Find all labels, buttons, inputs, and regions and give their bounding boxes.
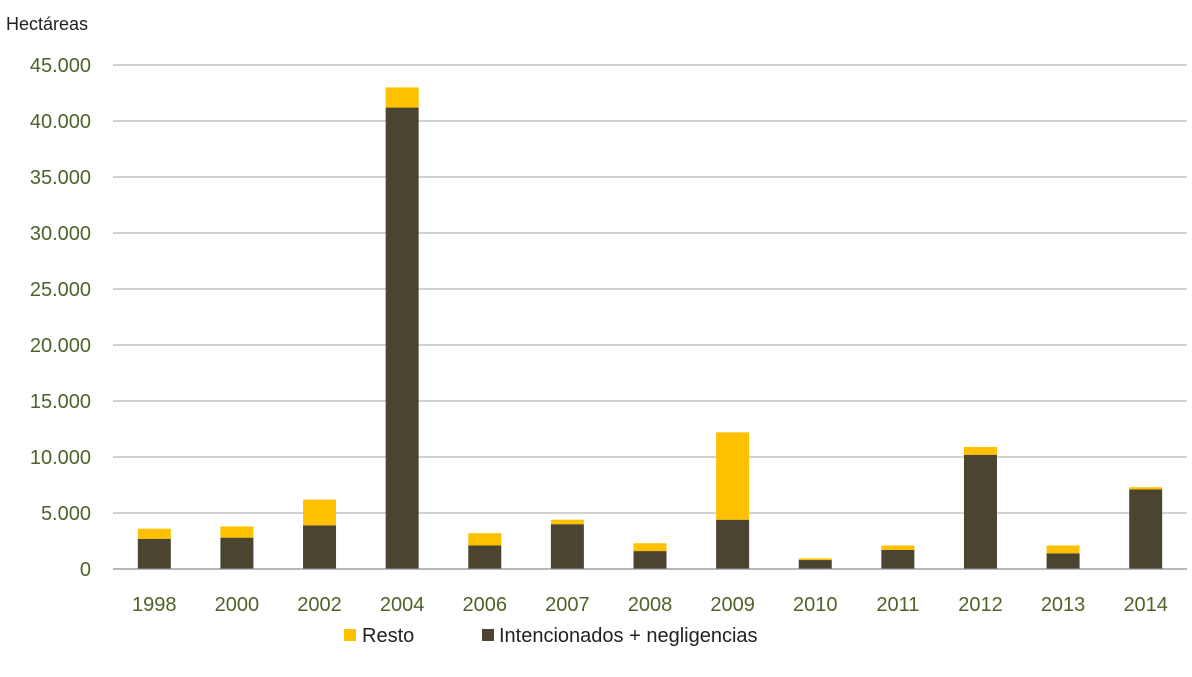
y-tick-label: 25.000	[30, 279, 91, 301]
bar-resto-1998	[137, 528, 171, 539]
y-axis-label: Hectáreas	[6, 14, 88, 34]
bar-resto-2006	[468, 533, 502, 546]
legend-label-resto: Resto	[362, 625, 414, 647]
x-tick-label: 2009	[710, 594, 755, 616]
y-tick-label: 0	[80, 559, 91, 581]
bar-resto-2002	[303, 499, 337, 526]
x-tick-label: 2004	[380, 594, 425, 616]
legend-swatch-resto	[344, 629, 356, 641]
x-tick-label: 2002	[297, 594, 342, 616]
y-tick-label: 5.000	[41, 503, 91, 525]
bar-intencionados-2010	[798, 560, 832, 569]
y-tick-label: 30.000	[30, 223, 91, 245]
bar-resto-2013	[1046, 545, 1080, 554]
x-tick-label: 2011	[876, 594, 919, 616]
x-tick-label: 2008	[628, 594, 673, 616]
bar-resto-2010	[798, 558, 832, 561]
bar-intencionados-2007	[550, 524, 584, 569]
legend-swatch-intencionados	[482, 629, 494, 641]
bars	[137, 87, 1163, 569]
y-tick-label: 20.000	[30, 335, 91, 357]
gridlines	[113, 64, 1187, 514]
bar-resto-2007	[550, 519, 584, 525]
bar-resto-2000	[220, 526, 254, 538]
x-axis-ticks: 1998 2000 2002 2004 2006 2007 2008 2009 2010 2011…	[132, 594, 1168, 616]
x-tick-label: 2006	[463, 594, 508, 616]
x-tick-label: 2007	[545, 594, 590, 616]
bar-intencionados-2000	[220, 537, 254, 569]
y-tick-label: 10.000	[30, 447, 91, 469]
y-tick-label: 40.000	[30, 111, 91, 133]
x-tick-label: 1998	[132, 594, 177, 616]
x-tick-label: 2010	[793, 594, 838, 616]
bar-intencionados-2006	[468, 545, 502, 569]
x-tick-label: 2013	[1041, 594, 1086, 616]
bar-resto-2004	[385, 87, 419, 108]
bar-resto-2008	[633, 543, 667, 552]
bar-intencionados-2004	[385, 107, 419, 569]
bar-resto-2011	[881, 545, 915, 550]
bar-intencionados-2011	[881, 549, 915, 569]
x-tick-label: 2014	[1123, 594, 1168, 616]
bar-intencionados-2008	[633, 551, 667, 569]
legend-label-intencionados: Intencionados + negligencias	[499, 625, 758, 647]
bar-intencionados-2013	[1046, 553, 1080, 569]
x-tick-label: 2000	[215, 594, 260, 616]
x-tick-label: 2012	[958, 594, 1003, 616]
y-tick-label: 35.000	[30, 167, 91, 189]
y-tick-label: 15.000	[30, 391, 91, 413]
bar-intencionados-2014	[1129, 489, 1163, 569]
bar-intencionados-2012	[963, 454, 997, 569]
bar-resto-2009	[716, 432, 750, 520]
bar-resto-2014	[1129, 487, 1163, 490]
y-axis-ticks: 0 5.000 10.000 15.000 20.000 25.000 30.000 35.0…	[30, 55, 91, 581]
bar-intencionados-2009	[716, 519, 750, 569]
y-tick-label: 45.000	[30, 55, 91, 77]
legend: Resto Intencionados + negligencias	[344, 625, 758, 647]
bar-intencionados-2002	[303, 525, 337, 569]
bar-resto-2012	[963, 446, 997, 455]
bar-intencionados-1998	[137, 538, 171, 569]
